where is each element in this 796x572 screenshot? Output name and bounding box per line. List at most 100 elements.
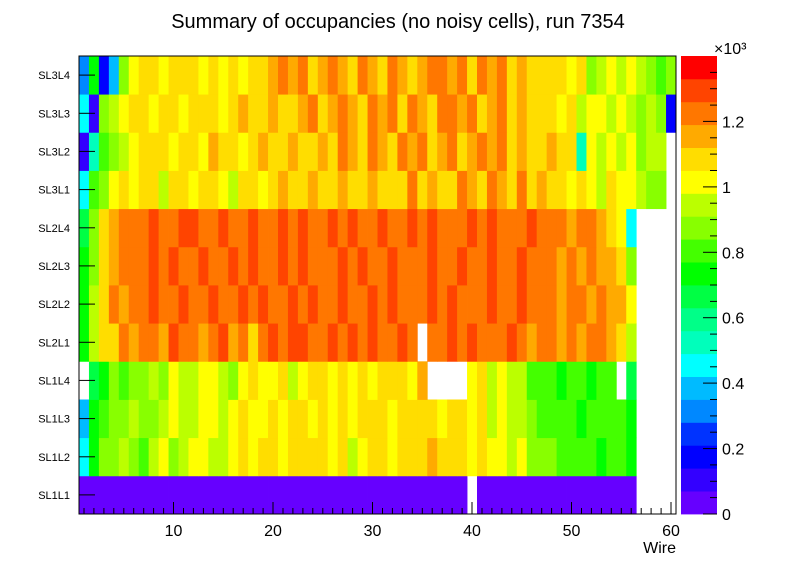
heatmap-cell bbox=[486, 208, 498, 248]
heatmap-cell bbox=[158, 475, 169, 515]
colorbar-segment bbox=[681, 78, 717, 103]
heatmap-cell bbox=[496, 399, 508, 439]
heatmap-cell bbox=[148, 399, 159, 439]
heatmap-cell bbox=[307, 208, 319, 248]
heatmap-cell bbox=[98, 208, 110, 248]
heatmap-cell bbox=[566, 132, 577, 171]
heatmap-cell bbox=[98, 285, 110, 324]
heatmap-cell bbox=[417, 56, 428, 95]
heatmap-cell bbox=[377, 246, 388, 286]
heatmap-cell bbox=[108, 475, 120, 515]
heatmap-cell bbox=[188, 170, 199, 210]
heatmap-cell bbox=[307, 323, 319, 362]
heatmap-cell bbox=[208, 399, 219, 439]
heatmap-cell bbox=[486, 94, 498, 133]
heatmap-cell bbox=[317, 132, 329, 171]
heatmap-cell bbox=[447, 94, 458, 133]
heatmap-cell bbox=[168, 285, 179, 324]
heatmap-cell bbox=[616, 475, 627, 515]
heatmap-cell bbox=[317, 285, 329, 324]
heatmap-cell bbox=[506, 246, 518, 286]
heatmap-cell bbox=[347, 285, 358, 324]
heatmap-cell bbox=[188, 132, 199, 171]
heatmap-cell bbox=[307, 361, 319, 400]
heatmap-cell bbox=[616, 437, 627, 477]
heatmap-cell bbox=[108, 246, 120, 286]
heatmap-cell bbox=[118, 132, 130, 171]
heatmap-cell bbox=[397, 132, 408, 171]
heatmap-cell bbox=[278, 323, 289, 362]
heatmap-cell bbox=[576, 475, 587, 515]
heatmap-cell bbox=[248, 94, 259, 133]
heatmap-cell bbox=[516, 475, 528, 515]
heatmap-cell bbox=[616, 246, 627, 286]
heatmap-cell bbox=[248, 132, 259, 171]
heatmap-cell bbox=[248, 323, 259, 362]
heatmap-cell bbox=[417, 437, 428, 477]
heatmap-cell bbox=[586, 56, 597, 95]
heatmap-cell bbox=[98, 132, 110, 171]
heatmap-cell bbox=[287, 323, 299, 362]
heatmap-cell bbox=[307, 132, 319, 171]
heatmap-cell bbox=[148, 361, 159, 400]
heatmap-cell bbox=[586, 323, 597, 362]
heatmap-cell bbox=[357, 56, 368, 95]
heatmap-cell bbox=[536, 475, 548, 515]
heatmap-cell bbox=[327, 246, 339, 286]
heatmap-cell bbox=[248, 285, 259, 324]
heatmap-cell bbox=[278, 285, 289, 324]
heatmap-cell bbox=[238, 56, 249, 95]
colorbar-tick-label: 0.2 bbox=[722, 442, 744, 459]
heatmap-cell bbox=[258, 246, 269, 286]
heatmap-cell bbox=[626, 361, 637, 400]
heatmap-cell bbox=[268, 246, 279, 286]
heatmap-cell bbox=[347, 94, 358, 133]
heatmap-cell bbox=[437, 208, 448, 248]
heatmap-cell bbox=[427, 285, 438, 324]
heatmap-cell bbox=[397, 56, 408, 95]
heatmap-cell bbox=[367, 399, 378, 439]
heatmap-cell bbox=[387, 361, 398, 400]
heatmap-cell bbox=[606, 94, 617, 133]
heatmap-cell bbox=[258, 361, 269, 400]
heatmap-cell bbox=[98, 437, 110, 477]
heatmap-cell bbox=[198, 475, 209, 515]
heatmap-cell bbox=[337, 399, 349, 439]
heatmap-cell bbox=[258, 285, 269, 324]
heatmap-cell bbox=[108, 285, 120, 324]
heatmap-cell bbox=[397, 323, 408, 362]
heatmap-cell bbox=[287, 285, 299, 324]
heatmap-cell bbox=[178, 170, 189, 210]
heatmap-cell bbox=[238, 132, 249, 171]
heatmap-cell bbox=[427, 246, 438, 286]
heatmap-cell bbox=[128, 323, 140, 362]
heatmap-cell bbox=[586, 399, 597, 439]
heatmap-cell bbox=[148, 475, 159, 515]
y-tick-label: SL3L4 bbox=[38, 70, 70, 82]
heatmap-cell bbox=[317, 94, 329, 133]
heatmap-cell bbox=[486, 437, 498, 477]
heatmap-cell bbox=[477, 170, 488, 210]
heatmap-cell bbox=[347, 56, 358, 95]
heatmap-cell bbox=[268, 475, 279, 515]
heatmap-cell bbox=[506, 208, 518, 248]
heatmap-cell bbox=[606, 437, 617, 477]
heatmap-cell bbox=[566, 399, 577, 439]
heatmap-cell bbox=[586, 475, 597, 515]
heatmap-cell bbox=[287, 208, 299, 248]
heatmap-cell bbox=[357, 399, 368, 439]
heatmap-cell bbox=[546, 246, 557, 286]
heatmap-cell bbox=[616, 208, 627, 248]
heatmap-cell bbox=[447, 132, 458, 171]
heatmap-cell bbox=[178, 361, 189, 400]
heatmap-cell bbox=[297, 132, 309, 171]
heatmap-cell bbox=[128, 285, 140, 324]
heatmap-cell bbox=[188, 56, 199, 95]
heatmap-cell bbox=[148, 94, 159, 133]
heatmap-cell bbox=[178, 399, 189, 439]
heatmap-cell bbox=[526, 399, 538, 439]
heatmap-cell bbox=[258, 323, 269, 362]
heatmap-cell bbox=[586, 132, 597, 171]
heatmap-cell bbox=[616, 56, 627, 95]
colorbar-segment bbox=[681, 170, 717, 194]
